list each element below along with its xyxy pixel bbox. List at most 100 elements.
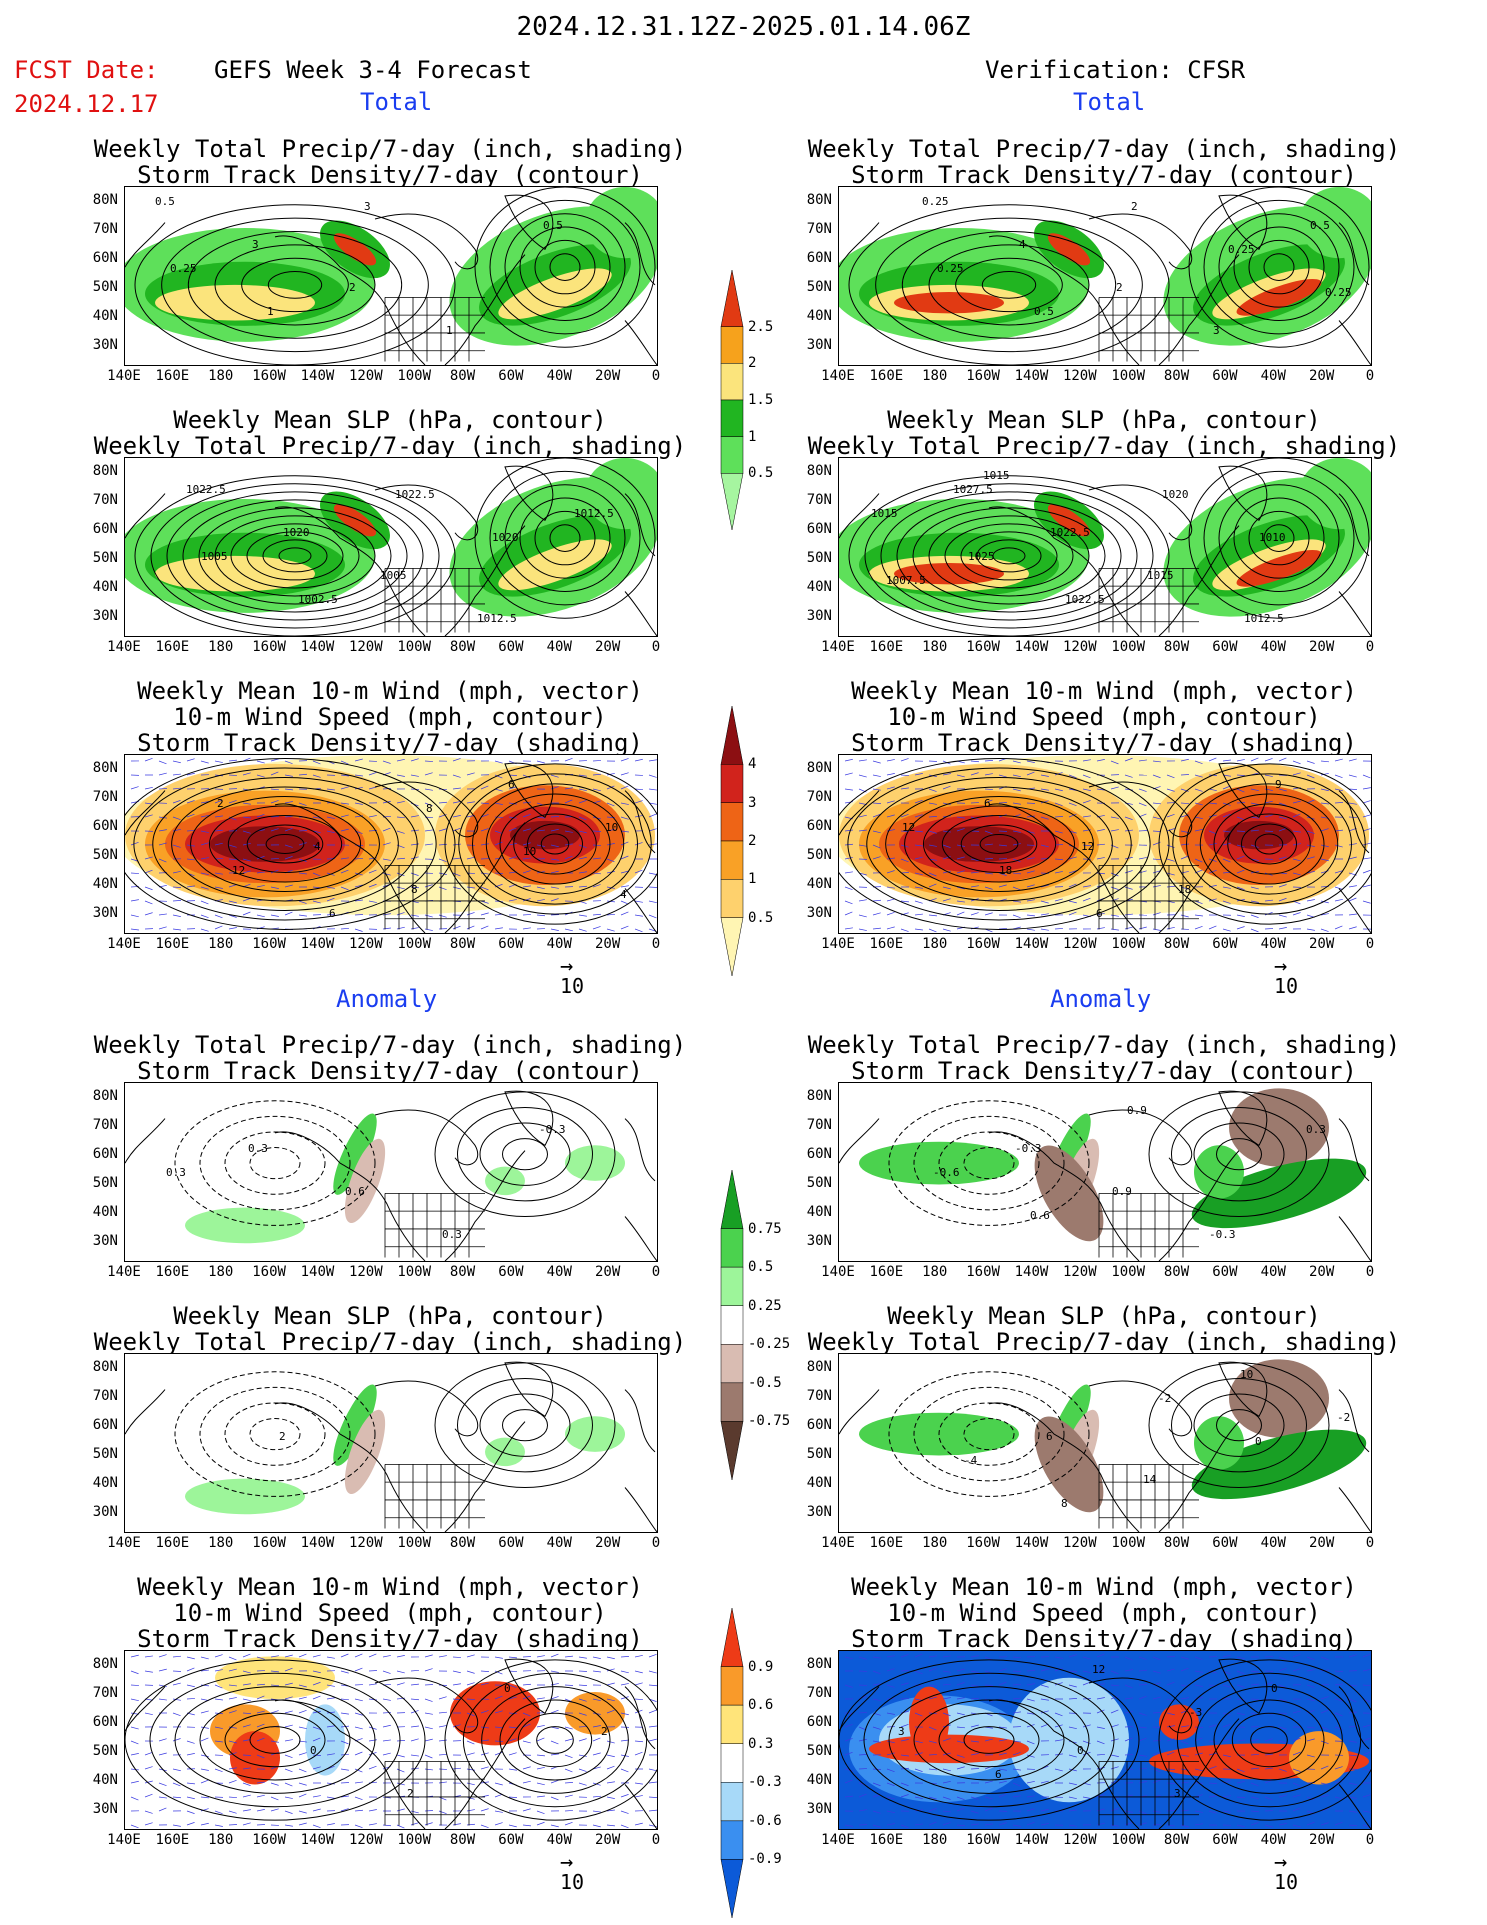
longitude-label: 120W xyxy=(1062,639,1097,655)
contour-label: 1012.5 xyxy=(1244,612,1284,625)
latitude-label: 60N xyxy=(806,818,832,834)
colorbar-segment xyxy=(720,1608,744,1667)
panel-title-line: Weekly Mean SLP (hPa, contour) xyxy=(173,1302,607,1330)
precip-anomaly-region xyxy=(565,1416,625,1452)
longitude-label: 160W xyxy=(252,936,286,952)
latitude-label: 70N xyxy=(92,789,118,805)
panel-title-line: Storm Track Density/7-day (contour) xyxy=(137,161,643,189)
latitude-label: 60N xyxy=(92,250,118,266)
colorbar-segment xyxy=(720,840,744,880)
latitude-label: 70N xyxy=(92,1117,118,1133)
contour-lines xyxy=(125,758,456,930)
wind-vectors xyxy=(130,1653,657,1829)
latitude-label: 50N xyxy=(806,1743,832,1759)
longitude-label: 120W xyxy=(1062,1832,1097,1848)
latitude-label: 40N xyxy=(806,579,832,595)
contour-label: 1022.5 xyxy=(1050,526,1090,539)
contour-label: 1 xyxy=(446,324,453,337)
panel-title-line: Weekly Total Precip/7-day (inch, shading… xyxy=(807,135,1401,163)
contour-label: -0.3 xyxy=(539,1123,566,1136)
colorbar-label: -0.9 xyxy=(748,1851,782,1868)
precip-anomaly-region xyxy=(333,1384,377,1466)
longitude-label: 40W xyxy=(1260,1264,1286,1280)
longitude-label: 120W xyxy=(348,639,383,655)
colorbar-label: -0.75 xyxy=(748,1413,791,1430)
contour-label: 4 xyxy=(620,888,627,901)
latitude-label: 30N xyxy=(806,1504,832,1520)
panel-title-line: 10-m Wind Speed (mph, contour) xyxy=(887,703,1321,731)
longitude-label: 0 xyxy=(1365,1535,1375,1551)
colorbar-segment xyxy=(720,399,744,437)
latitude-label: 50N xyxy=(806,550,832,566)
precip-region xyxy=(333,233,377,266)
colorbar-segment xyxy=(720,1305,744,1345)
coastlines xyxy=(125,1658,657,1829)
latitude-label: 30N xyxy=(92,337,118,353)
contour-label: 12 xyxy=(902,821,915,834)
contour-lines xyxy=(174,1371,376,1497)
contour-lines xyxy=(1158,763,1371,925)
longitude-label: 160E xyxy=(155,368,190,384)
latitude-label: 60N xyxy=(92,521,118,537)
longitude-label: 0 xyxy=(651,1264,661,1280)
contour-label: -2 xyxy=(1337,1411,1350,1424)
contour-label: 1027.5 xyxy=(953,483,993,496)
precip-region xyxy=(498,539,612,591)
contour-label: 1005 xyxy=(380,569,407,582)
latitude-label: 30N xyxy=(806,1801,832,1817)
longitude-label: 160E xyxy=(869,936,904,952)
precip-region xyxy=(498,268,612,320)
latitude-label: 40N xyxy=(806,308,832,324)
panel-title-line: Weekly Mean SLP (hPa, contour) xyxy=(173,406,607,434)
longitude-label: 60W xyxy=(498,1832,524,1848)
latitude-label: 70N xyxy=(92,1388,118,1404)
fcst-date-label: FCST Date: xyxy=(14,56,159,84)
colorbar-label: 0.75 xyxy=(748,1220,782,1237)
latitude-label: 70N xyxy=(92,1685,118,1701)
colorbar-segment xyxy=(720,706,744,765)
contour-label: 0.3 xyxy=(166,1166,186,1179)
longitude-label: 180 xyxy=(208,1264,234,1280)
contour-label: 18 xyxy=(1178,883,1191,896)
contour-label: 0.3 xyxy=(1306,1123,1326,1136)
colorbar-label: 1 xyxy=(748,871,757,888)
contour-label: 2 xyxy=(1131,200,1138,213)
latitude-label: 60N xyxy=(92,1417,118,1433)
longitude-label: 100W xyxy=(1111,936,1146,952)
coastlines xyxy=(125,194,657,365)
contour-label: 0.25 xyxy=(1228,243,1255,256)
longitude-label: 20W xyxy=(1308,1832,1335,1848)
contour-label: 0.3 xyxy=(248,1142,268,1155)
contour-lines xyxy=(474,458,656,619)
colorbar-label: 0.5 xyxy=(748,909,774,926)
precip-anomaly-region xyxy=(1191,1429,1367,1500)
latitude-label: 40N xyxy=(92,1772,118,1788)
map-panel-2-right: 1027.5 1022.5 1015 1012.5 1015 1025 1022.5 1020… xyxy=(838,457,1372,637)
contour-label: 1022.5 xyxy=(186,483,226,496)
longitude-label: 0 xyxy=(651,639,661,655)
left-anomaly-label: Anomaly xyxy=(336,985,438,1013)
longitude-label: 20W xyxy=(1308,368,1335,384)
contour-label: 2 xyxy=(349,281,356,294)
right-total-label: Total xyxy=(1073,88,1146,116)
latitude-label: 60N xyxy=(92,818,118,834)
colorbar-segment xyxy=(720,270,744,327)
panel-title-line: Storm Track Density/7-day (shading) xyxy=(137,729,643,757)
latitude-label: 40N xyxy=(806,1772,832,1788)
longitude-label: 40W xyxy=(546,1535,572,1551)
longitude-label: 140E xyxy=(821,1832,855,1848)
contour-label: 0.25 xyxy=(922,195,949,208)
longitude-label: 140W xyxy=(1014,936,1049,952)
latitude-label: 50N xyxy=(92,847,118,863)
contour-label: 12 xyxy=(1081,840,1094,853)
panel-title-line: Storm Track Density/7-day (contour) xyxy=(851,1057,1357,1085)
panel-title-line: Weekly Total Precip/7-day (inch, shading… xyxy=(807,1328,1401,1356)
contour-lines xyxy=(888,1100,1090,1226)
longitude-label: 60W xyxy=(498,368,524,384)
longitude-label: 160E xyxy=(869,368,904,384)
state-borders xyxy=(384,1192,485,1258)
longitude-label: 140W xyxy=(1014,1535,1049,1551)
contour-label: 0.5 xyxy=(1310,219,1330,232)
longitude-label: 80W xyxy=(449,1264,476,1280)
longitude-label: 80W xyxy=(1163,639,1190,655)
